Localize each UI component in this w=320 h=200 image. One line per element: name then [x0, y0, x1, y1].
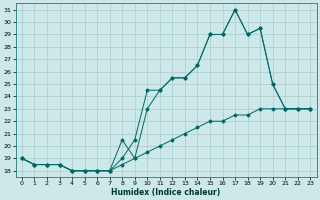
X-axis label: Humidex (Indice chaleur): Humidex (Indice chaleur): [111, 188, 221, 197]
